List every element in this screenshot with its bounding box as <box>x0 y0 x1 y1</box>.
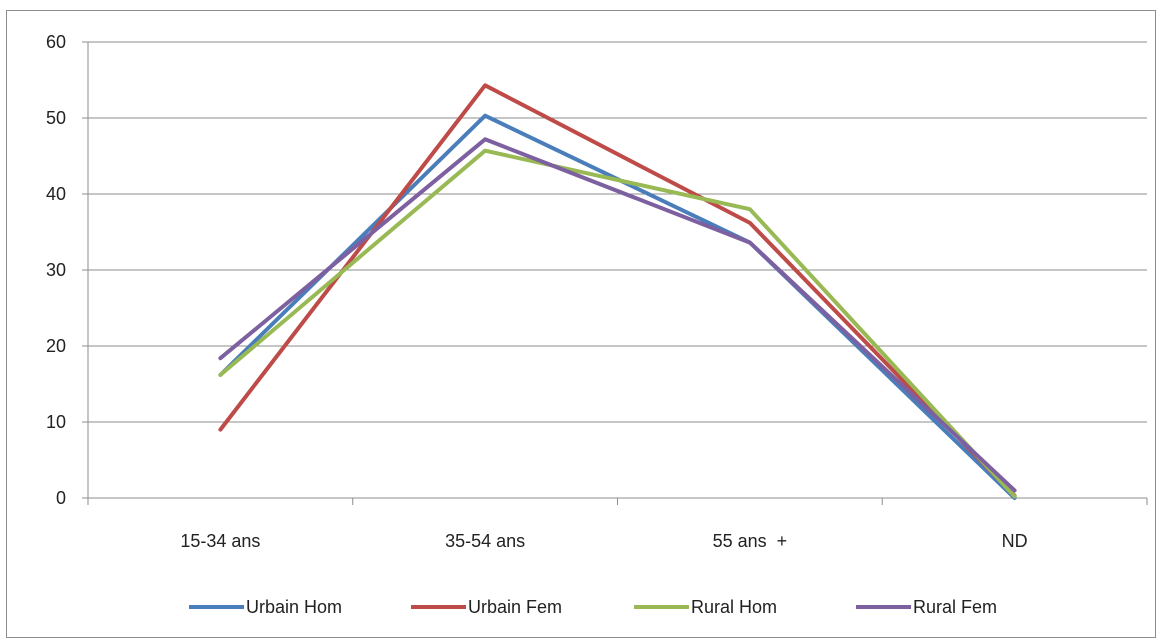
series-line-1 <box>218 113 1017 500</box>
y-tick-label: 10 <box>46 412 66 432</box>
series-line-2 <box>218 83 1017 498</box>
y-tick-label: 40 <box>46 184 66 204</box>
y-tick-label: 20 <box>46 336 66 356</box>
y-tick-label: 50 <box>46 108 66 128</box>
y-tick-label: 30 <box>46 260 66 280</box>
y-tick-label: 0 <box>56 488 66 508</box>
legend-label-3: Rural Hom <box>691 597 777 617</box>
chart-frame <box>6 10 1156 638</box>
x-tick-label: ND <box>1002 531 1028 551</box>
legend-label-4: Rural Fem <box>913 597 997 617</box>
x-tick-label: 15-34 ans <box>180 531 260 551</box>
legend-label-2: Urbain Fem <box>468 597 562 617</box>
series-line-4 <box>218 137 1017 493</box>
legend-label-1: Urbain Hom <box>246 597 342 617</box>
x-tick-label: 55 ans + <box>713 531 788 551</box>
y-tick-label: 60 <box>46 32 66 52</box>
series-line-3 <box>218 148 1017 499</box>
x-tick-label: 35-54 ans <box>445 531 525 551</box>
